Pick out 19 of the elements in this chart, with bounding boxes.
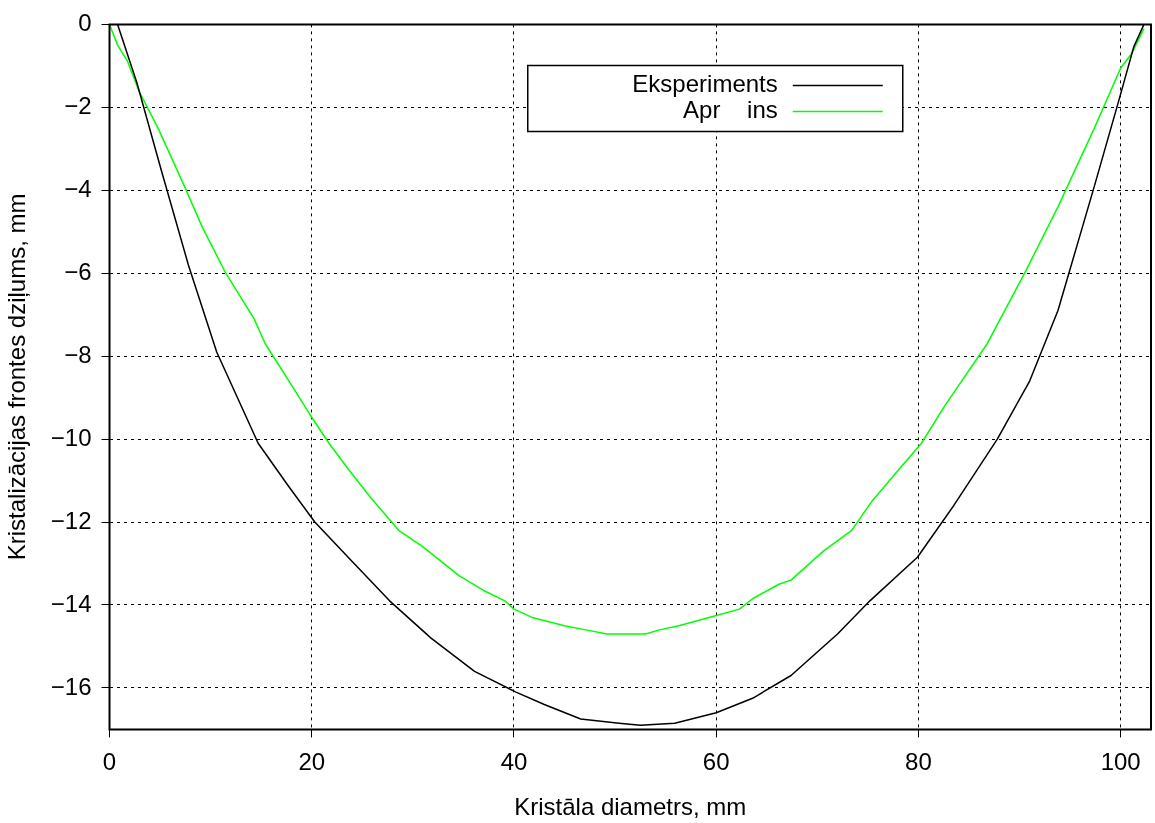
- x-tick-label: 100: [1100, 748, 1141, 776]
- y-tick-label: −10: [50, 423, 92, 451]
- y-tick-label: −2: [64, 91, 92, 119]
- y-tick-label: −4: [64, 174, 92, 202]
- y-tick-label: 0: [78, 9, 92, 37]
- y-tick-label: −14: [50, 589, 92, 617]
- x-axis-title: Kristāla diametrs, mm: [514, 793, 747, 821]
- x-tick-label: 40: [500, 748, 528, 776]
- x-tick-label: 0: [102, 748, 117, 776]
- y-tick-label: −8: [64, 340, 92, 368]
- y-axis-title: Kristalizācijas frontes dziļums, mm: [3, 193, 31, 561]
- x-tick-label: 80: [905, 748, 932, 776]
- y-tick-label: −6: [64, 257, 92, 285]
- y-tick-label: −16: [50, 672, 92, 700]
- x-tick-label: 20: [298, 748, 326, 776]
- legend-label: Eksperiments: [632, 70, 778, 98]
- y-tick-label: −12: [50, 506, 92, 534]
- legend-label: Apr ins: [683, 96, 778, 124]
- x-tick-label: 60: [702, 748, 730, 776]
